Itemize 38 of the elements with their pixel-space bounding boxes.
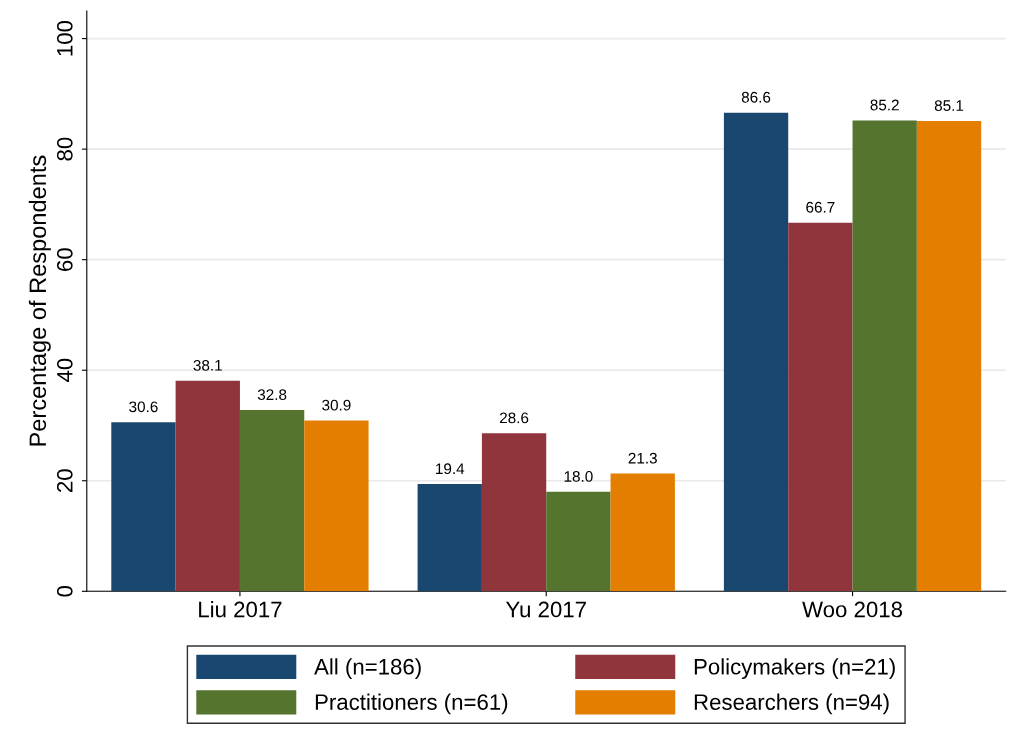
- legend-label: Practitioners (n=61): [315, 693, 508, 715]
- bar: [788, 222, 853, 592]
- bar: [175, 380, 240, 592]
- data-label: 30.6: [129, 401, 158, 413]
- legend-label: Policymakers (n=21): [694, 658, 895, 679]
- data-label: 86.6: [741, 91, 771, 103]
- data-label: 21.3: [628, 452, 657, 464]
- bar: [239, 410, 305, 592]
- bar: [111, 422, 176, 592]
- data-label: 18.0: [564, 471, 593, 482]
- bar: [481, 433, 547, 592]
- y-tick-label: 60: [56, 248, 73, 271]
- data-label: 19.4: [436, 463, 465, 475]
- bar: [610, 473, 675, 592]
- y-axis-title: Percentage of Respondents: [28, 155, 51, 446]
- bar: [852, 120, 917, 592]
- x-tick-label: Woo 2018: [802, 601, 903, 618]
- data-label: 85.1: [934, 100, 964, 111]
- data-label: 38.1: [193, 359, 222, 371]
- x-tick-label: Yu 2017: [505, 601, 586, 618]
- y-tick-label: 40: [56, 358, 73, 383]
- y-tick-label: 20: [56, 469, 73, 492]
- legend-label: All (n=186): [314, 658, 421, 679]
- bar: [417, 484, 482, 592]
- y-tick-label: 80: [56, 137, 73, 161]
- data-label: 85.2: [870, 99, 899, 111]
- data-label: 30.9: [322, 399, 351, 411]
- data-label: 32.8: [257, 389, 287, 401]
- bar: [723, 112, 789, 592]
- y-tick-label: 100: [56, 20, 73, 56]
- data-label: 66.7: [806, 201, 835, 213]
- y-tick-label: 0: [56, 585, 73, 597]
- legend-label: Researchers (n=94): [694, 693, 889, 715]
- bar: [916, 120, 982, 592]
- x-tick-label: Liu 2017: [199, 601, 282, 618]
- bar: [546, 491, 611, 592]
- data-label: 28.6: [499, 412, 529, 424]
- bar: [304, 420, 369, 592]
